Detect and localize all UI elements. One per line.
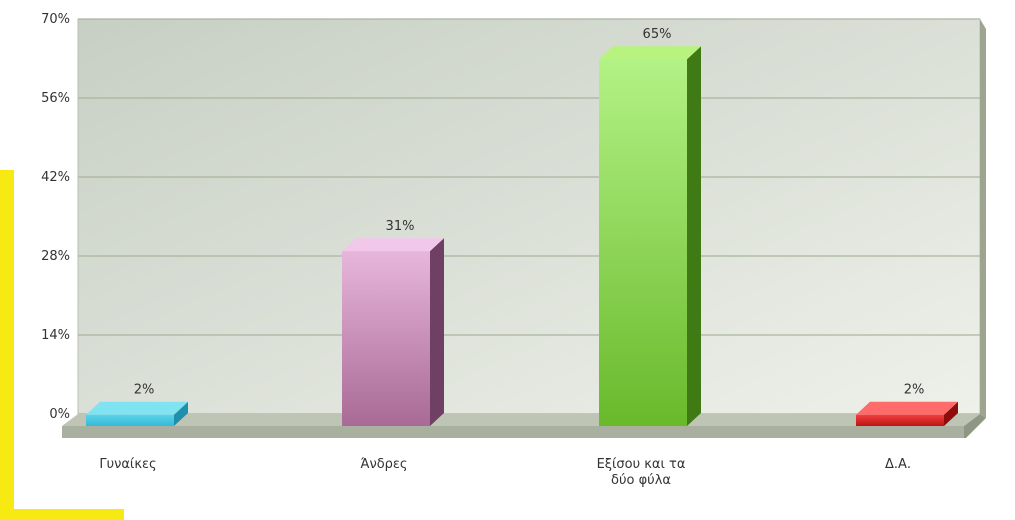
x-tick-label: Δ.Α. <box>885 457 911 472</box>
x-tick-label: Γυναίκες <box>99 457 156 472</box>
bar-top <box>599 46 701 60</box>
y-tick-label: 70% <box>41 12 70 27</box>
value-label: 65% <box>643 27 672 42</box>
bar-front <box>86 414 174 426</box>
floor-top <box>62 414 980 426</box>
value-label: 2% <box>904 383 925 398</box>
plot-background <box>77 18 981 415</box>
value-label: 2% <box>134 383 155 398</box>
x-tick-label: Άνδρες <box>360 457 407 472</box>
plot-side-wall <box>980 19 986 418</box>
chart-floor <box>62 414 986 438</box>
y-tick-label: 28% <box>41 249 70 264</box>
floor-front <box>62 426 964 438</box>
bar-side <box>687 46 701 426</box>
bar <box>599 46 701 426</box>
bar-side <box>430 238 444 426</box>
y-tick-label: 56% <box>41 91 70 106</box>
bar <box>342 238 444 426</box>
bar-top <box>342 238 444 252</box>
bar-front <box>342 251 430 426</box>
bar-front <box>856 414 944 426</box>
bar-side <box>174 401 188 426</box>
value-label: 31% <box>386 219 415 234</box>
y-tick-label: 42% <box>41 170 70 185</box>
bar <box>856 401 958 426</box>
value-labels: 2% 31% 65% 2% <box>134 27 925 398</box>
yellow-accent-bar <box>0 170 14 520</box>
bar-side <box>944 401 958 426</box>
bar-top <box>856 401 958 415</box>
bars <box>86 46 958 426</box>
bar-front <box>599 59 687 426</box>
x-tick-label: Εξίσου και τα <box>597 457 686 472</box>
yellow-accent-bar-bottom <box>0 509 124 520</box>
x-tick-label: δύο φύλα <box>611 473 671 488</box>
y-axis-ticks: 0% 14% 28% 42% 56% 70% <box>41 12 70 422</box>
plot-area <box>77 18 986 418</box>
bar-top <box>86 401 188 415</box>
y-tick-label: 14% <box>41 328 70 343</box>
y-tick-label: 0% <box>49 407 70 422</box>
bar <box>86 401 188 426</box>
floor-side <box>964 414 986 438</box>
